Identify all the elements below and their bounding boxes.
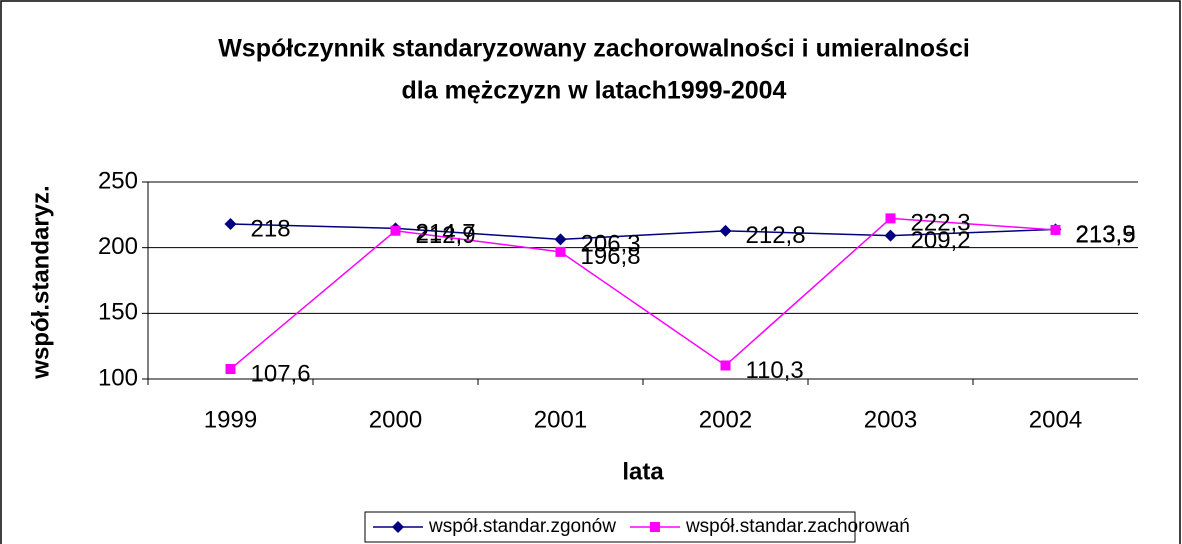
data-label: 214,7 [416,220,476,247]
point [719,224,732,237]
data-label: 206,3 [581,231,641,258]
data-label: 212,8 [746,222,806,249]
x-tick-label: 1999 [204,406,257,433]
legend-label: współ.standar.zgonów [428,516,616,537]
y-tick-label: 250 [98,167,138,194]
data-label: 209,2 [911,227,971,254]
chart-title: Współczynnik standaryzowany zachorowalno… [218,35,970,63]
y-axis-label: współ.standaryz. [27,185,54,379]
legend-label: współ.standar.zachorowań [685,516,910,537]
y-tick-label: 200 [98,233,138,260]
legend-marker [649,522,660,532]
point [1050,224,1061,235]
data-label: 110,3 [746,357,804,384]
data-label: 213,5 [1076,221,1136,248]
chart-title: dla mężczyzn w latach1999-2004 [402,77,787,105]
data-label: 107,6 [251,360,311,387]
point [885,213,896,224]
point [390,225,401,236]
legend-marker [392,521,404,533]
x-axis-label: lata [622,458,664,485]
x-tick-label: 2000 [369,406,422,433]
data-label: 222,3 [911,210,971,237]
line [230,217,1056,370]
x-tick-label: 2002 [699,406,752,433]
point [554,233,567,246]
legend-box [364,511,856,543]
x-tick-label: 2001 [534,406,587,433]
x-tick-label: 2004 [1029,406,1082,433]
data-label: 213,9 [1076,221,1136,248]
point [555,246,566,257]
point [884,229,897,242]
y-tick-label: 100 [98,364,138,391]
y-tick-label: 150 [98,299,138,326]
data-label: 196,8 [581,243,641,270]
point [225,364,236,375]
point [224,218,237,231]
x-tick-label: 2003 [864,406,917,433]
line [230,223,1056,241]
point [720,360,731,371]
data-label: 218 [251,215,291,242]
data-label: 212,9 [416,222,476,249]
